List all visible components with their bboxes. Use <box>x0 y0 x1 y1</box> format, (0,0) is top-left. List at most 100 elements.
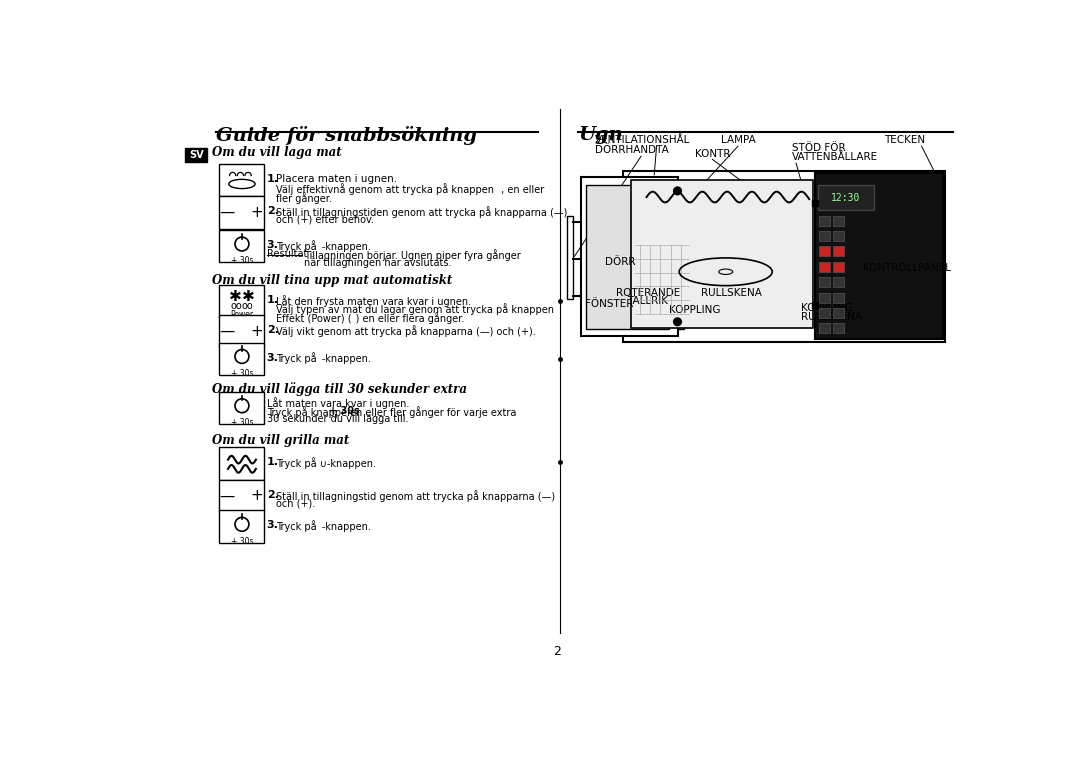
Bar <box>820 277 831 287</box>
Bar <box>219 315 265 347</box>
Text: Ställ in tillagningstid genom att trycka på knapparna (—): Ställ in tillagningstid genom att trycka… <box>276 490 555 501</box>
Bar <box>586 185 669 330</box>
Bar <box>820 292 831 303</box>
Text: när tillagningen har avslutats.: när tillagningen har avslutats. <box>303 258 451 268</box>
Text: 2.: 2. <box>267 490 279 500</box>
Text: —: — <box>219 324 234 339</box>
Bar <box>219 392 265 424</box>
Text: 30 sekunder du vill lägga till.: 30 sekunder du vill lägga till. <box>267 414 408 424</box>
Bar <box>820 308 831 318</box>
Bar <box>219 164 265 196</box>
Bar <box>567 215 572 298</box>
Text: VENTILATIONSHÅL: VENTILATIONSHÅL <box>595 136 690 146</box>
Text: oo: oo <box>242 301 253 311</box>
Text: TECKEN: TECKEN <box>885 136 926 146</box>
Text: FÖNSTER: FÖNSTER <box>584 299 633 310</box>
Bar <box>219 510 265 542</box>
Bar <box>834 231 845 241</box>
Text: +: + <box>251 205 264 220</box>
Bar <box>818 185 874 210</box>
Text: Om du vill laga mat: Om du vill laga mat <box>213 146 342 159</box>
Bar <box>820 231 831 241</box>
Bar <box>623 171 945 342</box>
Text: Power: Power <box>230 310 254 319</box>
Bar <box>834 292 845 303</box>
Text: Låt maten vara kvar i ugnen.: Låt maten vara kvar i ugnen. <box>267 398 409 409</box>
Text: Om du vill lägga till 30 sekunder extra: Om du vill lägga till 30 sekunder extra <box>213 382 468 396</box>
Text: STÖD FÖR: STÖD FÖR <box>793 143 846 153</box>
Text: 1.: 1. <box>267 295 279 305</box>
Bar <box>677 183 684 330</box>
Text: LAMPA: LAMPA <box>720 136 755 146</box>
Text: 3.: 3. <box>267 240 279 250</box>
Text: 2.: 2. <box>267 206 279 216</box>
Bar <box>834 308 845 318</box>
Text: ROTERANDE: ROTERANDE <box>616 288 680 298</box>
Bar <box>834 277 845 287</box>
Text: Välj typen av mat du lagar genom att trycka på knappen: Välj typen av mat du lagar genom att try… <box>276 304 554 315</box>
Bar <box>631 180 813 328</box>
Bar <box>834 324 845 333</box>
Text: + 30s: + 30s <box>231 536 253 546</box>
Text: KONTROLLPANEL: KONTROLLPANEL <box>864 263 951 273</box>
Text: 2: 2 <box>553 645 562 658</box>
Bar <box>820 324 831 333</box>
Text: 12:30: 12:30 <box>831 193 861 203</box>
Text: Ugn: Ugn <box>578 126 623 144</box>
Text: Tryck på  -knappen.: Tryck på -knappen. <box>276 240 370 252</box>
Bar <box>219 343 265 375</box>
Text: + 30s: + 30s <box>231 418 253 427</box>
Text: + 30s: + 30s <box>231 256 253 266</box>
Bar <box>219 230 265 262</box>
Text: Om du vill grilla mat: Om du vill grilla mat <box>213 434 350 447</box>
Text: TALLRIK: TALLRIK <box>627 296 669 307</box>
Text: + 30s: + 30s <box>328 406 360 416</box>
Text: Effekt (Power) (  ) en eller flera gånger.: Effekt (Power) ( ) en eller flera gånger… <box>276 312 464 324</box>
Text: VATTENBÅLLARE: VATTENBÅLLARE <box>793 152 878 162</box>
Bar <box>219 447 265 480</box>
Text: ✱: ✱ <box>229 289 242 304</box>
Text: RULLSKENA: RULLSKENA <box>701 288 762 298</box>
Text: en eller fler gånger för varje extra: en eller fler gånger för varje extra <box>350 406 517 417</box>
Text: Tillagningen börjar. Ugnen piper fyra gånger: Tillagningen börjar. Ugnen piper fyra gå… <box>303 250 521 261</box>
Text: SV: SV <box>189 150 203 159</box>
Text: KONTR: KONTR <box>694 149 730 159</box>
Text: och (+).: och (+). <box>276 498 315 508</box>
Bar <box>820 262 831 272</box>
Text: —: — <box>219 205 234 220</box>
Bar <box>219 480 265 512</box>
Text: fler gånger.: fler gånger. <box>276 192 332 204</box>
Text: Låt den frysta maten vara kvar i ugnen.: Låt den frysta maten vara kvar i ugnen. <box>276 295 471 307</box>
Text: +: + <box>251 324 264 339</box>
Bar <box>834 262 845 272</box>
Bar <box>814 173 943 340</box>
Text: Tryck på ∪-knappen.: Tryck på ∪-knappen. <box>276 457 376 469</box>
Text: Resultat :: Resultat : <box>267 250 313 259</box>
Text: Guide för snabbsökning: Guide för snabbsökning <box>216 126 477 145</box>
Text: RULLSKENA: RULLSKENA <box>801 312 862 322</box>
Text: Om du vill tina upp mat automatiskt: Om du vill tina upp mat automatiskt <box>213 274 453 287</box>
Text: —: — <box>219 488 234 504</box>
Text: Tryck på  -knappen.: Tryck på -knappen. <box>276 353 370 365</box>
Bar <box>186 148 207 162</box>
Text: ✱: ✱ <box>242 289 255 304</box>
Text: 3.: 3. <box>267 353 279 362</box>
Circle shape <box>674 187 681 195</box>
Text: 3.: 3. <box>267 520 279 530</box>
Bar <box>834 215 845 226</box>
Text: + 30s: + 30s <box>231 369 253 378</box>
Text: DÖRR: DÖRR <box>605 257 635 267</box>
Text: 1.: 1. <box>267 174 279 184</box>
Text: och (+) efter behov.: och (+) efter behov. <box>276 214 374 225</box>
Text: oo: oo <box>231 301 242 311</box>
Text: Tryck på  -knappen.: Tryck på -knappen. <box>276 520 370 533</box>
Text: +: + <box>251 488 264 504</box>
Text: KOPPLING: KOPPLING <box>801 304 853 314</box>
Text: DÖRRHANDTA: DÖRRHANDTA <box>595 146 669 156</box>
Text: Välj effektivnå genom att trycka på knappen   , en eller: Välj effektivnå genom att trycka på knap… <box>276 183 544 195</box>
Circle shape <box>674 318 681 326</box>
Bar <box>820 215 831 226</box>
Bar <box>820 246 831 256</box>
Text: 2.: 2. <box>267 325 279 335</box>
Text: KOPPLING: KOPPLING <box>669 305 720 315</box>
